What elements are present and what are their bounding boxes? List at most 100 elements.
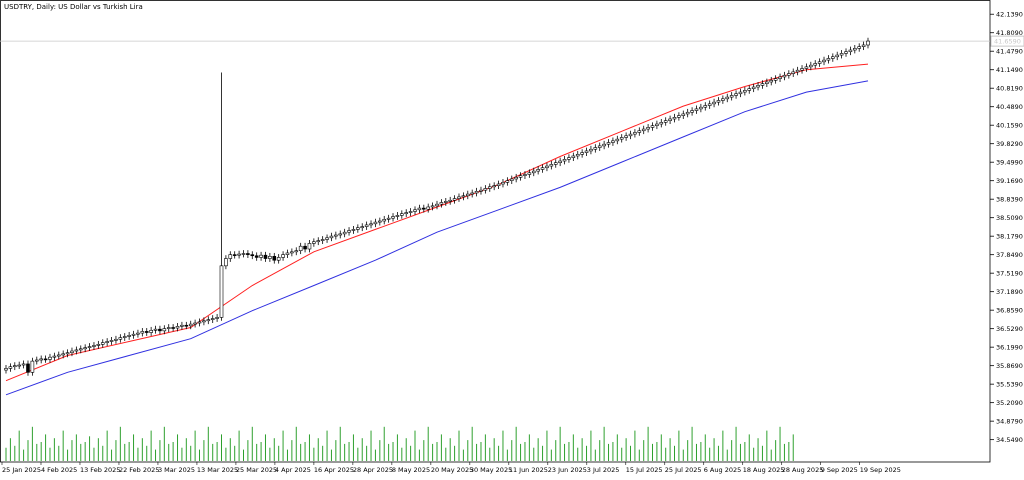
candle-body [56, 354, 61, 357]
candle-body [254, 255, 259, 258]
candle-body [861, 44, 866, 47]
candle-body [756, 85, 760, 88]
candle-body [360, 226, 365, 229]
candle-body [158, 328, 162, 332]
candle-body [197, 321, 202, 324]
chart-title: USDTRY, Daily: US Dollar vs Turkish Lira [4, 3, 143, 11]
candle-body [26, 363, 30, 373]
candle-body [312, 241, 316, 244]
candle-body [435, 203, 439, 207]
y-tick-label: 34.5490 [996, 436, 1023, 444]
candle-body [294, 250, 299, 253]
candle-body [650, 125, 655, 128]
y-tick-label: 37.1890 [996, 288, 1023, 296]
y-tick-label: 41.1490 [996, 66, 1023, 74]
candle-body [439, 202, 444, 205]
candle-body [545, 165, 549, 169]
candle-body [809, 64, 813, 68]
candle-body [215, 317, 219, 319]
y-tick-label: 39.4990 [996, 159, 1023, 167]
candle-body [672, 116, 677, 120]
candle-body [677, 115, 681, 118]
candle-body [866, 40, 870, 46]
candle-body [334, 234, 338, 237]
candle-body [795, 69, 800, 73]
candle-body [505, 180, 510, 183]
candle-body [443, 201, 448, 203]
candle-body [175, 326, 180, 329]
candle-body [848, 49, 853, 53]
candle-body [118, 337, 123, 340]
candle-body [12, 365, 17, 368]
x-tick-label: 13 Feb 2025 [80, 466, 120, 474]
candle-body [426, 206, 431, 210]
candle-body [725, 96, 730, 100]
candle-body [571, 155, 576, 158]
candle-body [329, 235, 334, 239]
candle-body [540, 167, 545, 170]
candle-body [34, 359, 39, 362]
candle-body [391, 216, 395, 219]
candle-body [567, 157, 571, 160]
candle-body [597, 145, 602, 148]
candle-body [531, 170, 536, 174]
candle-body [694, 108, 699, 111]
candle-body [228, 254, 233, 259]
candle-body [263, 254, 268, 259]
y-tick-label: 36.1990 [996, 344, 1023, 352]
x-tick-label: 6 Aug 2025 [704, 466, 742, 474]
candle-body [496, 183, 501, 186]
candle-body [681, 113, 686, 116]
x-tick-label: 13 Mar 2025 [197, 466, 238, 474]
candle-body [487, 186, 492, 189]
candle-body [523, 174, 527, 176]
y-tick-label: 37.5190 [996, 270, 1023, 278]
candle-body [602, 143, 606, 147]
candle-body [716, 100, 721, 103]
candle-body [721, 98, 725, 101]
candle-body [633, 132, 637, 135]
candle-body [325, 237, 329, 240]
candle-body [703, 105, 708, 108]
candle-body [778, 76, 782, 79]
candle-body [395, 215, 400, 217]
candle-body [140, 331, 145, 334]
candle-body [417, 207, 422, 211]
x-tick-label: 22 Feb 2025 [119, 466, 159, 474]
candle-body [624, 135, 628, 138]
candle-body [553, 162, 558, 165]
candle-body [452, 198, 457, 201]
x-tick-label: 11 Jun 2025 [509, 466, 548, 474]
candle-body [641, 128, 646, 132]
x-tick-label: 25 Jan 2025 [2, 466, 41, 474]
candle-body [320, 239, 325, 241]
candle-body [364, 224, 369, 227]
candle-body [307, 243, 312, 250]
y-tick-label: 40.1590 [996, 122, 1023, 130]
candle-body [184, 324, 189, 327]
candle-body [483, 188, 488, 191]
x-tick-label: 25 Mar 2025 [236, 466, 277, 474]
candle-body [92, 345, 96, 347]
candle-body [615, 138, 620, 142]
candle-body [668, 118, 672, 121]
candle-body [751, 86, 756, 90]
y-tick-label: 40.8190 [996, 85, 1023, 93]
candle-body [589, 148, 593, 152]
y-tick-label: 38.1790 [996, 233, 1023, 241]
candle-body [835, 54, 840, 58]
x-tick-label: 8 May 2025 [392, 466, 430, 474]
y-tick-label: 40.4890 [996, 103, 1023, 111]
candle-body [734, 93, 738, 96]
candle-body [787, 73, 791, 76]
y-tick-label: 35.5390 [996, 381, 1023, 389]
candle-body [232, 254, 237, 256]
candle-body [202, 320, 206, 323]
candle-body [509, 178, 514, 181]
candle-body [760, 83, 765, 86]
candle-body [96, 344, 101, 346]
y-tick-label: 36.8590 [996, 307, 1023, 315]
x-tick-label: 3 Mar 2025 [158, 466, 195, 474]
candle-body [193, 322, 197, 325]
candle-body [857, 46, 862, 49]
